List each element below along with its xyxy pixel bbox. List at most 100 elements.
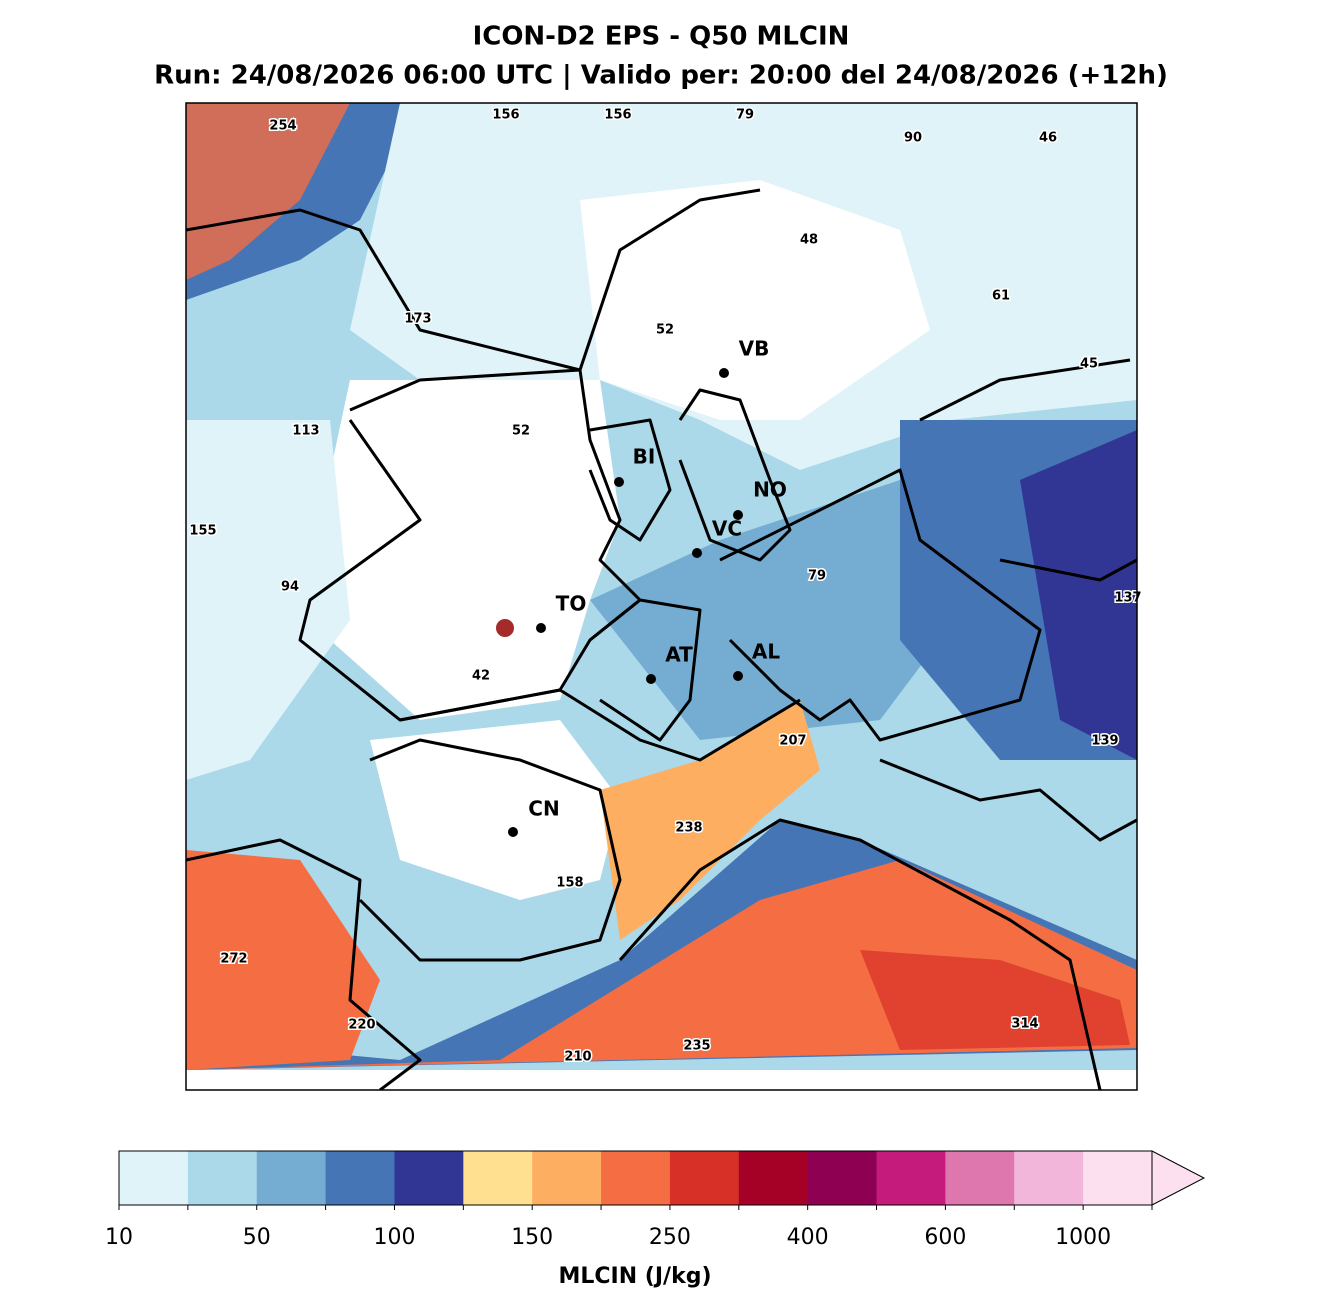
map-value: 220 (348, 1018, 375, 1033)
map-value: 158 (556, 876, 583, 891)
map-value: 61 (992, 289, 1010, 304)
subtitle: Run: 24/08/2026 06:00 UTC | Valido per: … (154, 61, 1168, 91)
colorbar-bin (1083, 1151, 1153, 1205)
colorbar-bin (1014, 1151, 1084, 1205)
field (1020, 430, 1137, 760)
border (186, 188, 761, 372)
border (719, 468, 1042, 742)
city-label: BI (633, 445, 656, 469)
border (678, 388, 792, 562)
map-bg (186, 1070, 1137, 1090)
map-value: 48 (800, 233, 818, 248)
map-labels: 254 156 156 79 90 46 48 61 173 52 52 45 113 155 94 79 13… (188, 106, 1143, 1066)
city-label: AL (752, 640, 780, 664)
colorbar-bin (394, 1151, 464, 1205)
colorbar-bin (738, 1151, 809, 1205)
map-value: 79 (736, 108, 754, 123)
colorbar-label: MLCIN (J/kg) (558, 1264, 711, 1289)
border (358, 738, 622, 962)
field (600, 700, 820, 940)
city-label: VC (712, 517, 742, 541)
colorbar-bin (187, 1151, 258, 1205)
colorbar-bin (532, 1151, 602, 1205)
border (919, 358, 1131, 422)
colorbar-bin (325, 1151, 395, 1205)
field (320, 380, 620, 720)
colorbar-tick-label: 100 (373, 1225, 415, 1250)
colorbar-bin (945, 1151, 1015, 1205)
colorbar-extend (1151, 1150, 1206, 1206)
map-value: 52 (656, 323, 674, 338)
city-dot (614, 477, 624, 487)
city-label: CN (528, 797, 559, 821)
colorbar-tick-label: 1000 (1055, 1225, 1111, 1250)
map (186, 103, 1137, 1090)
colorbar-bin (256, 1151, 327, 1205)
map-value: 46 (1039, 131, 1057, 146)
colorbar-bin (669, 1151, 740, 1205)
map-value: 238 (675, 821, 702, 836)
map-value: 113 (292, 424, 319, 439)
city-dot (733, 671, 743, 681)
map-value: 52 (512, 424, 530, 439)
colorbar-frame (118, 1150, 1153, 1206)
map-value: 79 (808, 569, 826, 584)
map-value: 254 (269, 119, 296, 134)
map-value: 94 (281, 580, 299, 595)
city-label: NO (753, 478, 787, 502)
map-value: 210 (564, 1050, 591, 1065)
colorbar-bin (601, 1151, 671, 1205)
map-value: 207 (779, 734, 806, 749)
city-dot (692, 548, 702, 558)
colorbar-tick-label: 400 (787, 1225, 829, 1250)
city-dot (719, 368, 729, 378)
city-dot (646, 674, 656, 684)
title: ICON-D2 EPS - Q50 MLCIN (473, 22, 850, 52)
map-value: 45 (1080, 357, 1098, 372)
map-value: 156 (492, 108, 519, 123)
map-value: 173 (404, 312, 431, 327)
colorbar: 10 50 100 150 250 400 600 1000 (105, 1150, 1206, 1250)
city-label: AT (665, 643, 693, 667)
colorbar-bin (807, 1151, 878, 1205)
map-value: 272 (220, 952, 247, 967)
colorbar-tick-label: 50 (243, 1225, 271, 1250)
city-label: TO (556, 592, 587, 616)
map-frame (185, 102, 1138, 1091)
field (186, 103, 350, 280)
map-value: 155 (189, 524, 216, 539)
field (370, 720, 620, 900)
city-dot (508, 827, 518, 837)
field (186, 420, 350, 780)
map-value: 90 (904, 131, 922, 146)
map-value: 42 (472, 669, 490, 684)
field (580, 180, 930, 420)
field (186, 850, 380, 1070)
colorbar-bin (463, 1151, 533, 1205)
city-dot (536, 623, 546, 633)
border (999, 558, 1137, 582)
field (860, 950, 1130, 1050)
colorbar-tick-label: 600 (924, 1225, 966, 1250)
city-dot (733, 510, 743, 520)
map-value: 156 (604, 108, 631, 123)
colorbar-tick-label: 150 (511, 1225, 553, 1250)
colorbar-tick-label: 250 (649, 1225, 691, 1250)
border (588, 418, 672, 542)
location-marker (496, 619, 514, 637)
map-value: 137 (1114, 591, 1141, 606)
border (399, 688, 801, 762)
border (879, 758, 1137, 842)
border (618, 818, 1102, 1090)
map-value: 235 (683, 1039, 710, 1054)
colorbar-bin (876, 1151, 946, 1205)
map-value: 314 (1011, 1017, 1038, 1032)
colorbar-tick-label: 10 (105, 1225, 133, 1250)
border (589, 598, 702, 742)
city-label: VB (739, 337, 770, 361)
map-value: 139 (1091, 734, 1118, 749)
border (186, 838, 422, 1090)
colorbar-bin (119, 1151, 189, 1205)
